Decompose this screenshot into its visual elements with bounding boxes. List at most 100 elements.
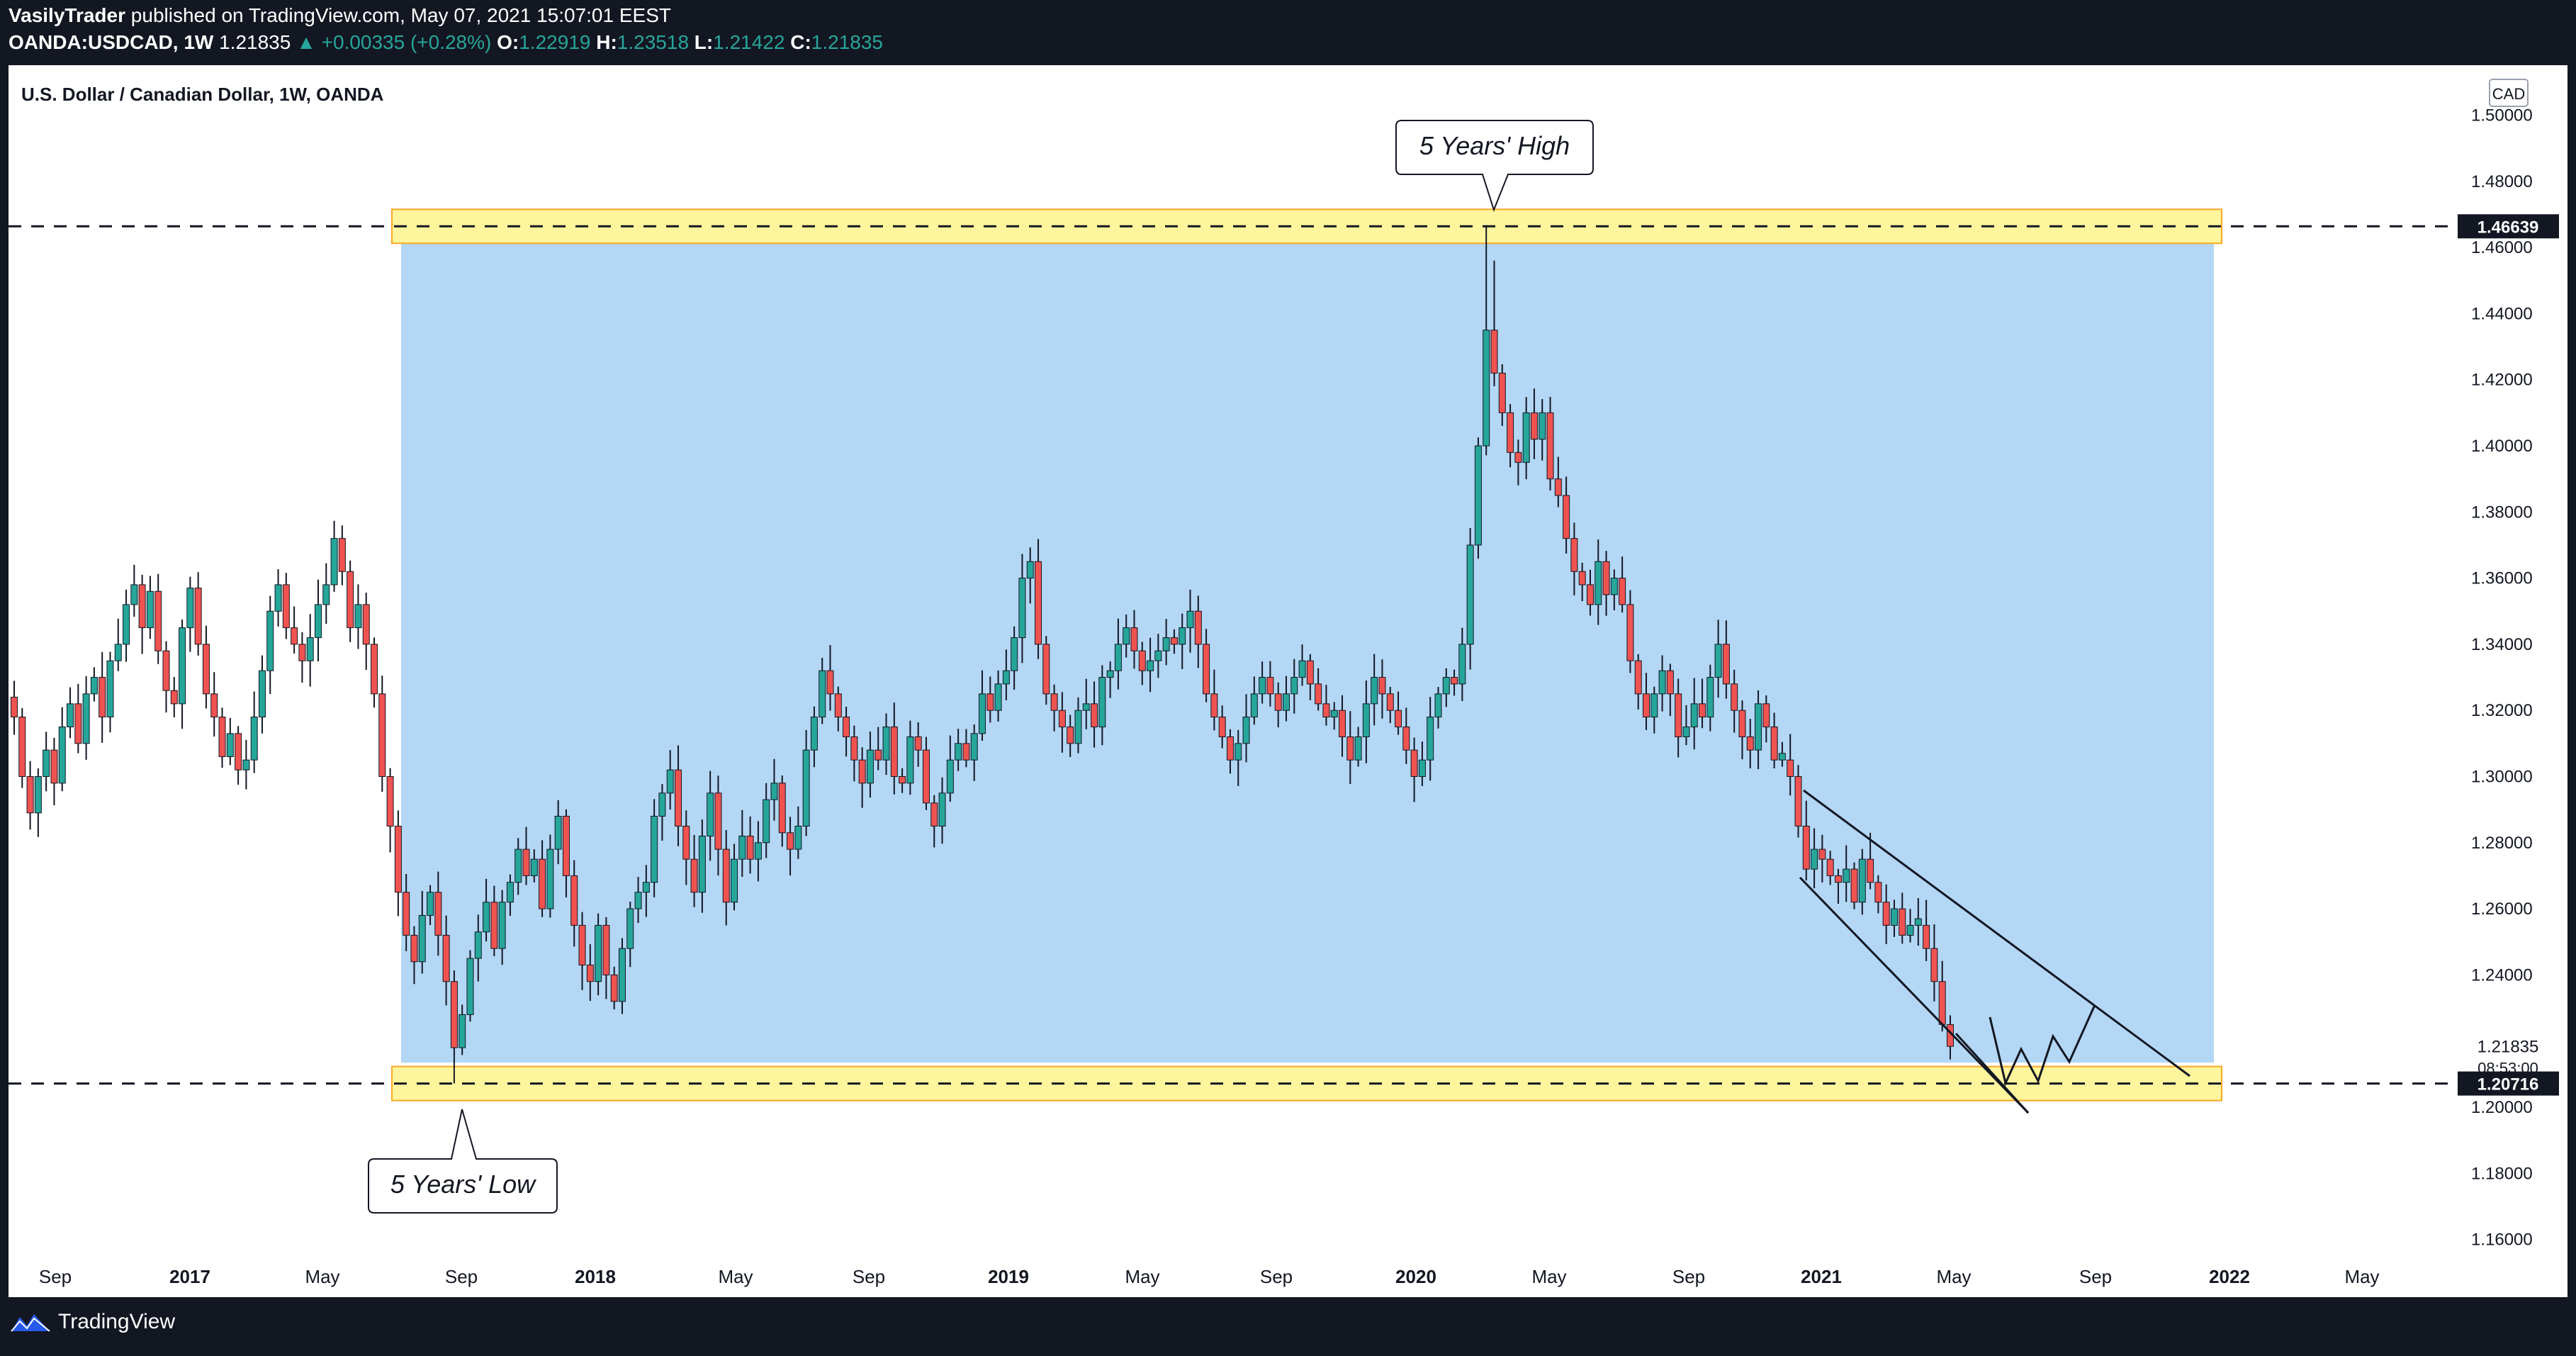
candle-up [819,670,826,718]
support-price-tag [2458,1071,2559,1096]
candle-down [1058,710,1066,728]
projection-breakdown-line[interactable] [1955,1032,2030,1114]
candle-down [202,644,210,695]
author-name[interactable]: VasilyTrader [9,4,126,26]
time-tick-label: Sep [853,1266,885,1287]
symbol-label: OANDA:USDCAD, 1W [9,31,214,53]
time-tick-label: 2018 [575,1266,616,1287]
candle-down [1619,578,1626,605]
candle-up [738,835,746,860]
candle-down [378,693,386,777]
candle-up [179,627,186,705]
time-tick-label: May [1531,1266,1566,1287]
annotation-high-text: 5 Years' High [1419,131,1570,160]
candle-down [778,783,786,834]
time-tick-label: 2017 [169,1266,210,1287]
up-arrow-icon: ▲ [296,31,316,53]
candle-down [1339,710,1346,738]
candle-down [539,858,546,909]
currency-badge[interactable] [2489,79,2529,107]
candle-up [106,660,114,718]
candle-down [1490,330,1498,374]
candle-up [906,736,914,784]
candle-up [43,749,50,778]
candle-down [170,690,178,705]
candle-up [266,610,274,671]
price-tick-label: 1.28000 [2471,834,2533,853]
candle-down [522,848,530,876]
candle-down [218,717,226,758]
price-tick-label: 1.40000 [2471,437,2533,456]
candle-up [634,892,642,909]
time-tick-label: May [305,1266,339,1287]
price-tick-label: 1.30000 [2471,768,2533,787]
projection-path[interactable] [1989,1006,2096,1087]
candle-up [1114,644,1122,671]
candle-down [1378,677,1386,695]
candle-up [1282,693,1290,711]
candle-down [162,650,170,691]
candle-up [1427,717,1434,761]
candle-down [138,584,146,629]
candle-down [1306,660,1314,685]
candle-down [578,924,586,965]
candle-down [1834,875,1842,883]
resistance-price-tag [2458,214,2559,239]
candle-up [1259,677,1266,695]
candle-down [714,792,722,850]
price-tick-label: 1.16000 [2471,1231,2533,1250]
candle-up [58,727,66,784]
channel-lower-line[interactable] [1799,876,2030,1114]
candle-up [274,584,282,612]
candle-up [1162,637,1170,651]
annotation-high[interactable]: 5 Years' High [1395,120,1594,212]
channel-upper-line[interactable] [1803,789,2190,1077]
last-price-text: 1.21835 [2477,1037,2539,1056]
annotation-low[interactable]: 5 Years' Low [368,1109,558,1214]
time-tick-label: 2019 [988,1266,1029,1287]
high-value: 1.23518 [617,31,690,53]
open-label: O: [497,31,519,53]
price-scale[interactable]: 1.50000 1.48000 1.46000 1.44000 1.42000 1.400… [2471,106,2533,1250]
candle-down [1042,644,1050,695]
candle-up [1682,727,1690,738]
candle-down [682,825,690,860]
candle-up [330,538,338,585]
candle-down [403,892,410,936]
candle-down [434,892,442,936]
price-tick-label: 1.44000 [2471,304,2533,323]
candle-down [442,934,450,982]
candle-down [914,736,922,751]
range-box[interactable] [401,239,2214,1063]
candle-down [11,697,18,718]
chart-header: VasilyTrader published on TradingView.co… [0,0,2576,65]
candle-down [1850,868,1858,903]
candle-down [1563,495,1570,539]
tradingview-icon [11,1314,50,1332]
candle-up [1466,544,1474,645]
price-tick-label: 1.34000 [2471,635,2533,654]
candle-up [427,892,434,916]
tradingview-logo[interactable]: TradingView [10,1310,175,1334]
candle-up [1755,703,1762,751]
candle-down [490,902,498,949]
candle-down [1578,571,1586,585]
price-tick-label: 1.24000 [2471,965,2533,985]
candle-down [843,717,850,738]
time-axis[interactable]: Sep 2017 May Sep 2018 May Sep 2019 May Sep 2020 May… [39,1266,2380,1287]
candle-down [834,693,842,718]
candle-down [74,703,82,744]
candle-down [1930,948,1938,982]
candle-up [595,924,602,982]
candle-down [1675,693,1682,738]
candle-down [1315,683,1322,705]
time-tick-label: Sep [2079,1266,2112,1287]
candle-down [282,584,290,629]
candle-down [930,802,938,827]
candle-down [1586,584,1594,605]
price-tick-label: 1.20000 [2471,1098,2533,1117]
candle-down [1738,710,1746,738]
close-value: 1.21835 [811,31,883,53]
price-tick-label: 1.32000 [2471,701,2533,720]
